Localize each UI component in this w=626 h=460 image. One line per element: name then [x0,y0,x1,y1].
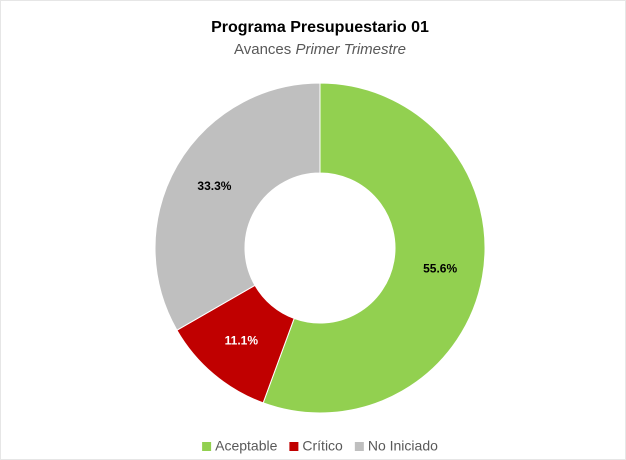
data-label: 55.6% [423,262,457,276]
legend-swatch [354,442,364,451]
legend-swatch [289,442,299,451]
data-label: 33.3% [197,179,231,193]
chart-subtitle: Avances Primer Trimestre [234,41,406,58]
legend-label: No Iniciado [368,438,438,454]
subtitle-italic: Primer Trimestre [295,41,406,58]
subtitle-plain: Avances [234,41,291,58]
legend-label: Aceptable [215,438,277,454]
legend-label: Crítico [302,438,343,454]
donut-segment [154,82,321,331]
donut-segment [262,82,486,414]
data-label: 11.1% [225,333,259,347]
legend-swatch [202,442,212,451]
chart-title: Programa Presupuestario 01 [211,19,429,36]
